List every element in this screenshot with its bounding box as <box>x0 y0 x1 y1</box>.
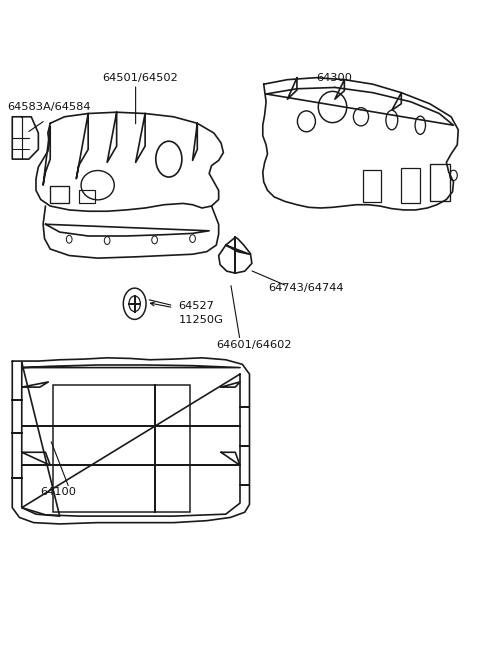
Text: 64300: 64300 <box>316 73 352 83</box>
Text: 64100: 64100 <box>41 487 77 497</box>
Text: 64583A/64584: 64583A/64584 <box>8 102 91 112</box>
Text: 11250G: 11250G <box>179 315 223 325</box>
Text: 64601/64602: 64601/64602 <box>216 340 292 350</box>
Text: 64527: 64527 <box>179 301 214 311</box>
Text: 64501/64502: 64501/64502 <box>102 73 178 83</box>
Text: 64743/64744: 64743/64744 <box>268 283 344 293</box>
